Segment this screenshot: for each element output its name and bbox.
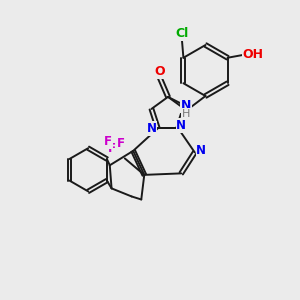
Text: F: F <box>104 135 112 148</box>
Text: O: O <box>154 65 165 78</box>
Text: F: F <box>108 142 116 155</box>
Text: OH: OH <box>243 48 264 61</box>
Text: F: F <box>117 137 125 151</box>
Text: H: H <box>182 109 190 119</box>
Text: N: N <box>176 119 186 132</box>
Text: N: N <box>181 99 191 112</box>
Text: Cl: Cl <box>175 27 188 40</box>
Text: N: N <box>147 122 157 135</box>
Text: N: N <box>196 144 206 158</box>
